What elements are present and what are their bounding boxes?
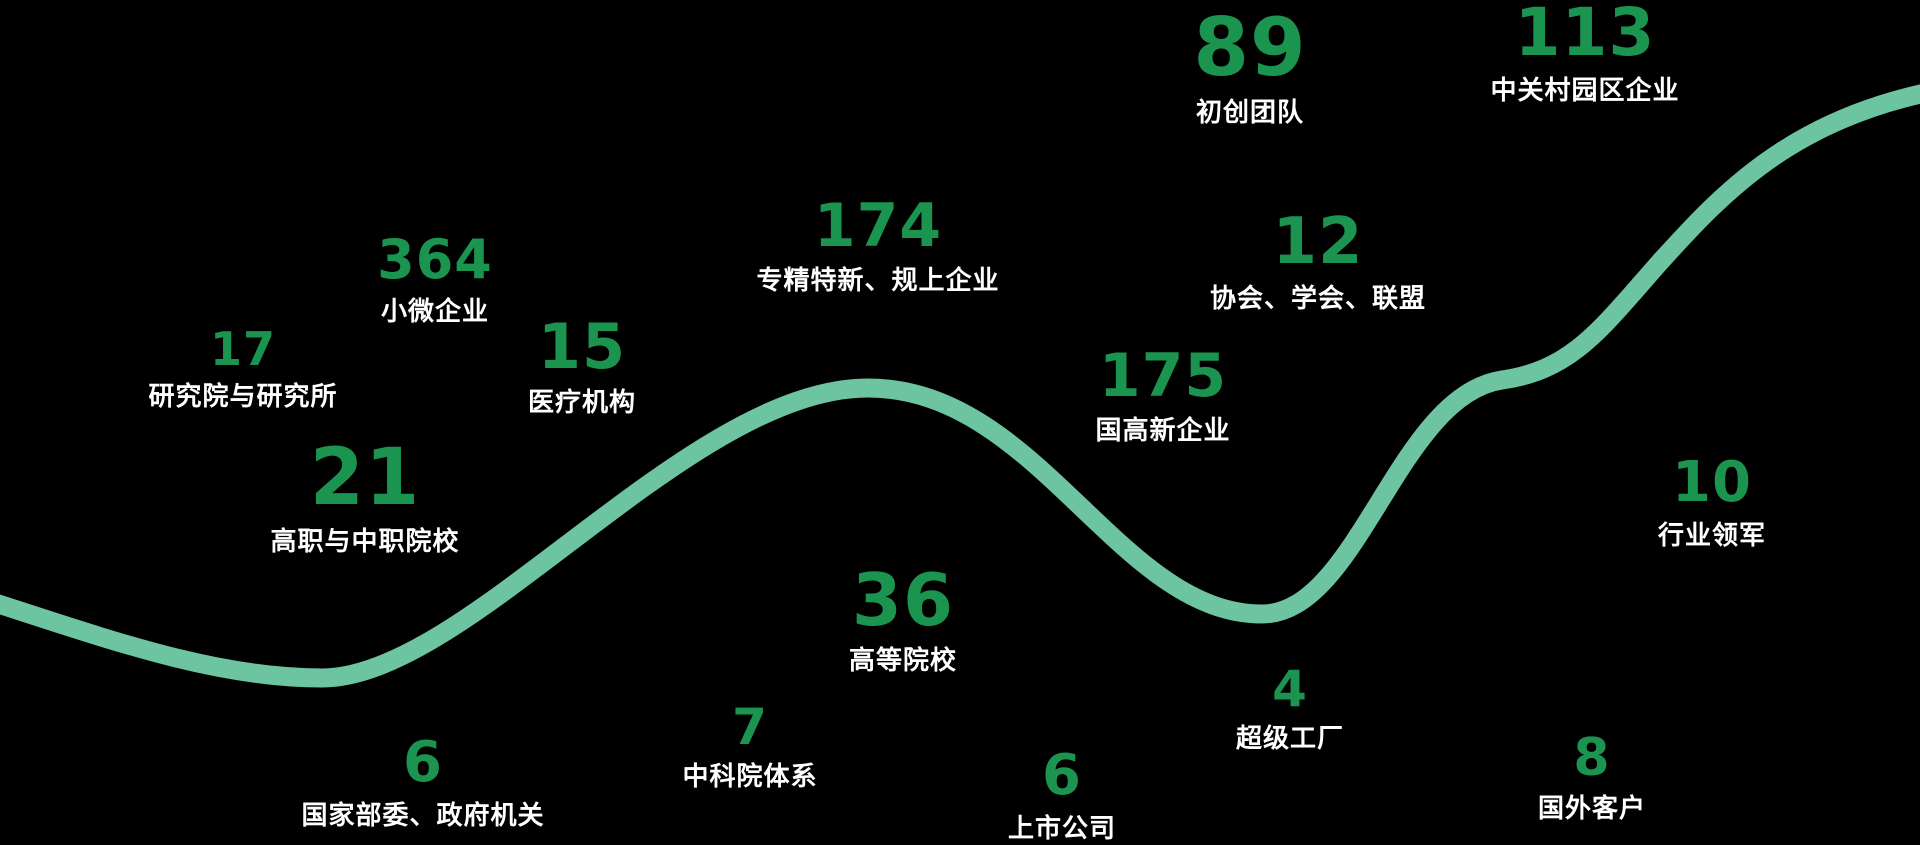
stat-value: 8 [1573, 728, 1611, 788]
stat-value: 174 [813, 191, 943, 261]
stat-small-micro-enterprises: 364 小微企业 [377, 233, 493, 328]
stat-label: 国家部委、政府机关 [301, 801, 545, 831]
stat-value: 364 [377, 228, 493, 291]
stat-label: 初创团队 [1195, 98, 1305, 128]
stat-super-factories: 4 超级工厂 [1236, 664, 1344, 755]
stat-label: 高等院校 [848, 646, 958, 676]
stat-value: 89 [1193, 1, 1307, 94]
stat-zhongguancun-park-enterprises: 113 中关村园区企业 [1490, 0, 1679, 107]
stat-value: 12 [1272, 205, 1364, 279]
stat-label: 医疗机构 [527, 388, 637, 418]
stat-value: 6 [403, 730, 443, 795]
stat-label: 协会、学会、联盟 [1209, 284, 1427, 314]
stat-label: 中关村园区企业 [1490, 76, 1680, 106]
stat-value: 7 [732, 698, 768, 756]
stat-value: 10 [1672, 450, 1752, 515]
stat-label: 小微企业 [380, 297, 490, 327]
stat-national-high-tech-enterprises: 175 国高新企业 [1095, 346, 1230, 447]
stat-value: 15 [537, 310, 627, 383]
stat-label: 行业领军 [1657, 521, 1767, 551]
stat-label: 国高新企业 [1095, 416, 1231, 446]
stat-label: 超级工厂 [1235, 724, 1345, 754]
stat-industry-leaders: 10 行业领军 [1658, 455, 1766, 552]
stat-label: 专精特新、规上企业 [756, 266, 1000, 296]
stat-specialized-enterprises: 174 专精特新、规上企业 [756, 196, 999, 297]
stat-cas-system: 7 中科院体系 [682, 702, 817, 793]
stat-value: 113 [1514, 0, 1656, 71]
trend-curve-path [0, 84, 1920, 688]
stat-value: 6 [1042, 743, 1082, 808]
stat-value: 36 [851, 558, 955, 642]
stat-value: 175 [1098, 341, 1228, 411]
stat-universities: 36 高等院校 [849, 564, 957, 677]
stat-overseas-clients: 8 国外客户 [1538, 732, 1646, 825]
stat-label: 中科院体系 [682, 762, 818, 792]
stat-startup-teams: 89 初创团队 [1193, 8, 1306, 129]
stat-value: 4 [1272, 660, 1308, 718]
stat-government-agencies: 6 国家部委、政府机关 [301, 735, 544, 832]
stat-label: 上市公司 [1007, 814, 1117, 844]
stat-medical-institutions: 15 医疗机构 [528, 316, 636, 419]
stat-label: 国外客户 [1537, 794, 1647, 824]
stat-value: 21 [309, 433, 421, 523]
stat-label: 高职与中职院校 [270, 527, 460, 557]
stat-value: 17 [209, 322, 277, 376]
stat-listed-companies: 6 上市公司 [1008, 748, 1116, 845]
stat-vocational-colleges: 21 高职与中职院校 [270, 439, 459, 558]
stat-associations-societies-alliances: 12 协会、学会、联盟 [1210, 210, 1426, 315]
stat-label: 研究院与研究所 [148, 382, 338, 412]
stat-research-institutes: 17 研究院与研究所 [148, 326, 337, 413]
